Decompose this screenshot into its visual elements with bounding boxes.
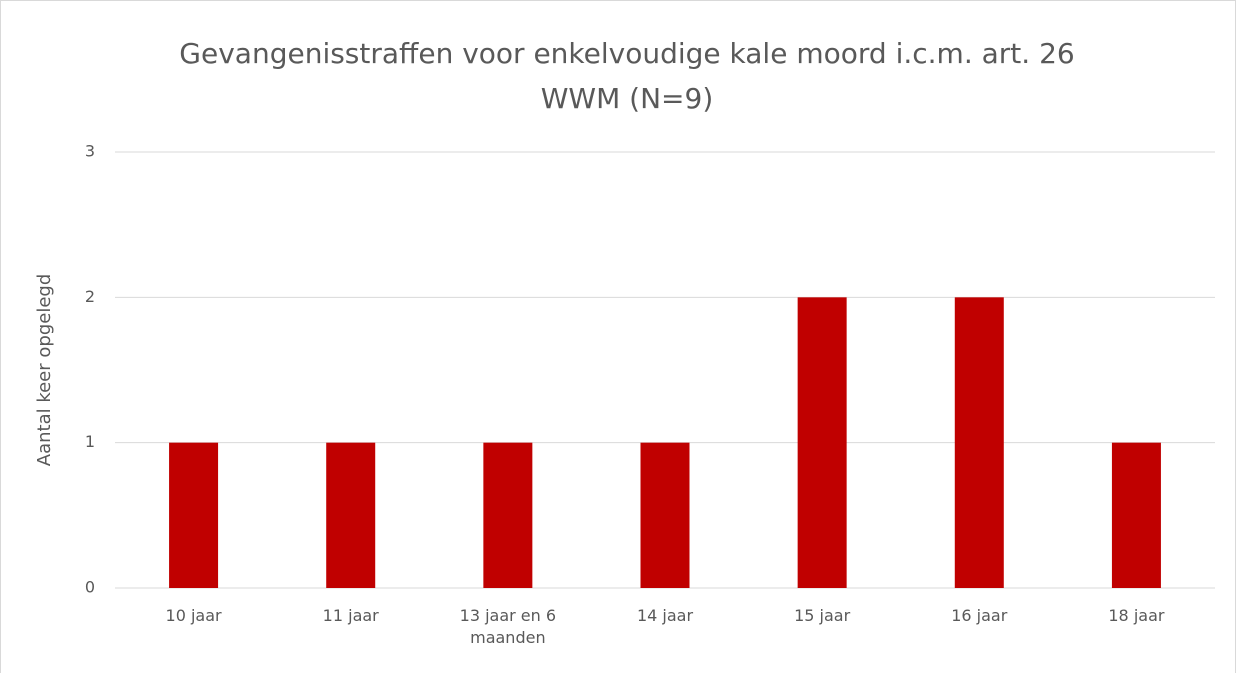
bar bbox=[640, 442, 690, 588]
bar bbox=[1111, 442, 1161, 588]
y-tick-label: 2 bbox=[85, 287, 95, 306]
x-tick-label: 11 jaar bbox=[323, 606, 380, 625]
y-tick-label: 1 bbox=[85, 432, 95, 451]
y-tick-label: 3 bbox=[85, 142, 95, 161]
x-tick-label: 15 jaar bbox=[794, 606, 851, 625]
bar bbox=[169, 442, 219, 588]
x-tick-label: 16 jaar bbox=[951, 606, 1008, 625]
x-tick-label: 13 jaar en 6 maanden bbox=[460, 606, 556, 647]
bar bbox=[797, 297, 847, 588]
bar bbox=[326, 442, 376, 588]
chart-title: Gevangenisstraffen voor enkelvoudige kal… bbox=[179, 37, 1074, 115]
y-tick-label: 0 bbox=[85, 578, 95, 597]
bar bbox=[954, 297, 1004, 588]
x-tick-label: 18 jaar bbox=[1108, 606, 1165, 625]
x-tick-label: 14 jaar bbox=[637, 606, 694, 625]
y-axis-label: Aantal keer opgelegd bbox=[34, 274, 55, 466]
x-tick-label: 10 jaar bbox=[166, 606, 223, 625]
bar bbox=[483, 442, 533, 588]
